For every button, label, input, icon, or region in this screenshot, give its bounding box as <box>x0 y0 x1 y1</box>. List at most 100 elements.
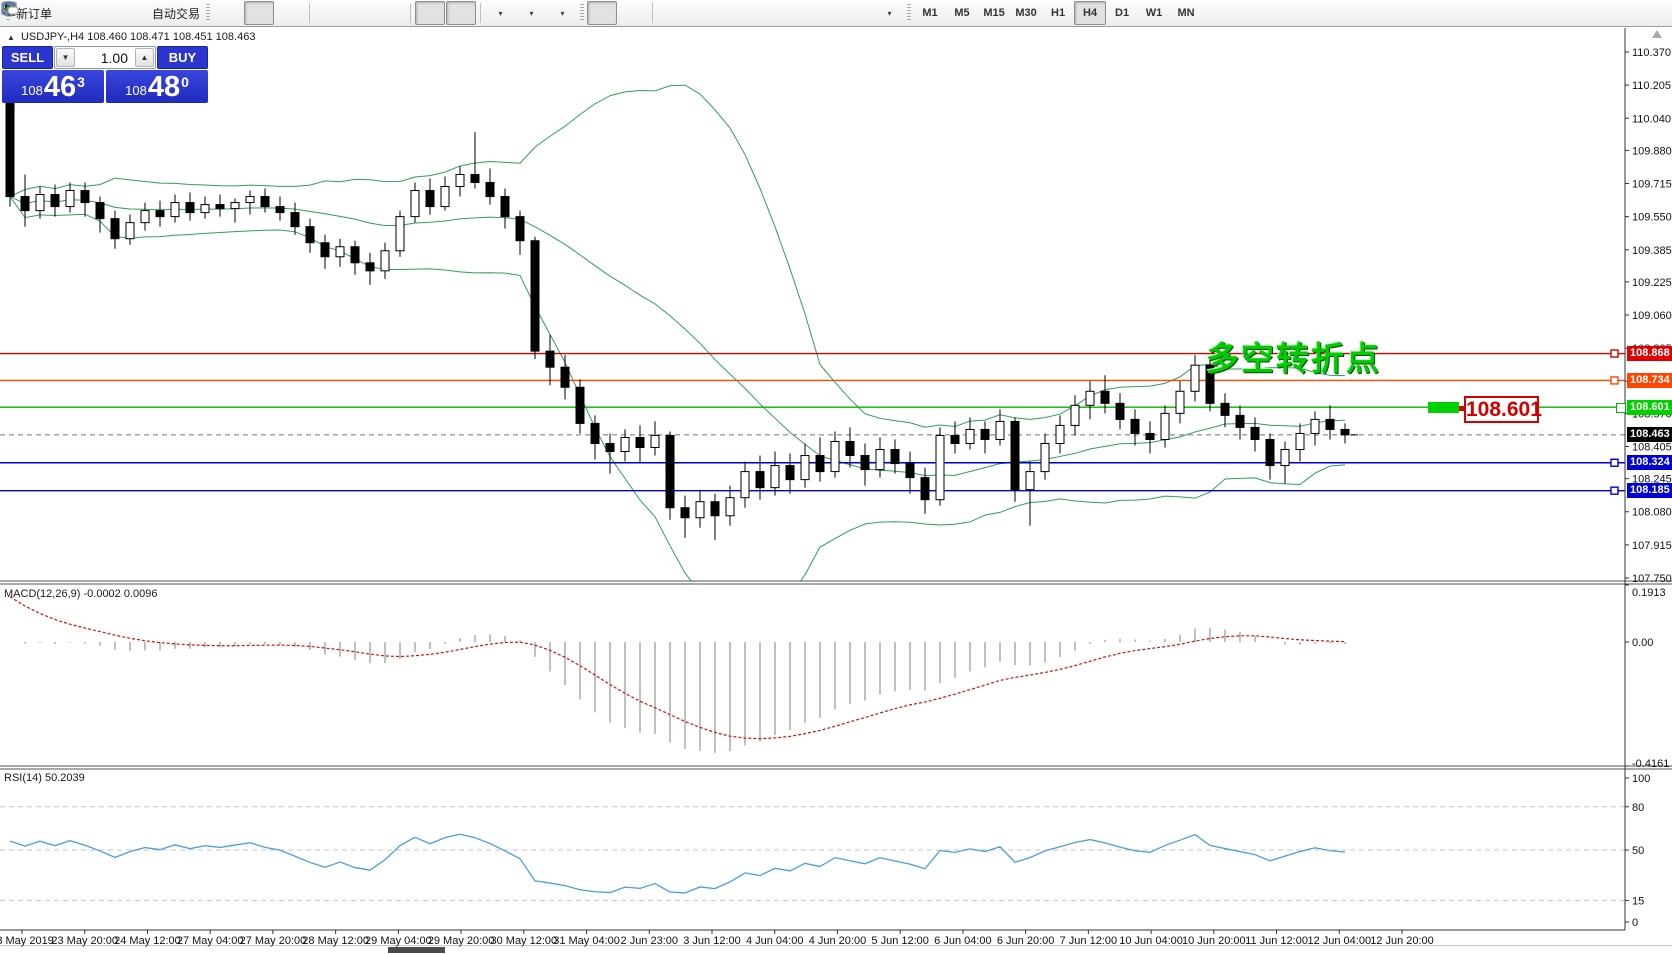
svg-text:6 Jun 20:00: 6 Jun 20:00 <box>997 935 1055 947</box>
green-marker-rectangle[interactable] <box>1428 402 1459 413</box>
auto-scroll-button[interactable] <box>2 1 446 25</box>
sell-price[interactable]: 108 46 3 <box>2 70 104 103</box>
new-order-label: 新订单 <box>16 6 53 21</box>
toolbar-grip[interactable] <box>907 4 912 22</box>
volume-increase-button[interactable]: ▲ <box>135 48 154 67</box>
svg-text:5 Jun 12:00: 5 Jun 12:00 <box>871 935 929 947</box>
svg-text:109.880: 109.880 <box>1632 145 1672 157</box>
horizontal-line-button[interactable] <box>2 1 718 25</box>
crosshair-button[interactable] <box>2 1 648 25</box>
chart-annotation-text[interactable]: 多空转折点 <box>1206 340 1381 377</box>
svg-text:0.1913: 0.1913 <box>1632 587 1666 599</box>
level-line-anchor[interactable] <box>1616 403 1626 413</box>
svg-text:15: 15 <box>1632 895 1644 907</box>
symbol-name: USDJPY-,H4 <box>20 31 85 43</box>
chat-button[interactable] <box>1 1 1668 25</box>
timeframe-h4[interactable]: H4 <box>1074 1 1107 25</box>
timeframe-m1[interactable]: M1 <box>922 7 938 19</box>
chevron-down-icon: ▾ <box>560 8 565 18</box>
buy-price-pip: 0 <box>181 74 189 90</box>
svg-text:3 Jun 12:00: 3 Jun 12:00 <box>683 935 741 947</box>
chart-profiles-button[interactable] <box>2 1 86 25</box>
scrollbar-thumb[interactable] <box>388 947 445 953</box>
price-badge-108.601: 108.601 <box>1627 399 1672 415</box>
svg-text:0.00: 0.00 <box>1632 637 1653 649</box>
price-badge-108.734: 108.734 <box>1627 372 1672 388</box>
buy-price-prefix: 108 <box>125 83 147 98</box>
svg-text:10 Jun 04:00: 10 Jun 04:00 <box>1119 935 1183 947</box>
volume-decrease-button[interactable]: ▼ <box>56 48 75 67</box>
svg-text:11 Jun 12:00: 11 Jun 12:00 <box>1245 935 1308 947</box>
timeframe-m30[interactable]: M30 <box>1015 7 1037 19</box>
price-label-box[interactable]: 108.601 <box>1464 396 1542 423</box>
timeframe-w1[interactable]: W1 <box>1145 7 1163 19</box>
arrows-dropdown[interactable]: ▾ <box>5 1 904 25</box>
periods-dropdown[interactable]: ▾ <box>2 1 546 25</box>
svg-text:109.550: 109.550 <box>1632 212 1672 224</box>
channel-button[interactable]: E <box>1 1 780 25</box>
sell-price-main: 46 <box>43 71 77 103</box>
toolbar-grip[interactable] <box>580 4 585 22</box>
svg-text:80: 80 <box>1632 802 1644 814</box>
tile-windows-button[interactable] <box>3 1 406 25</box>
chart-candles-button[interactable] <box>3 1 275 25</box>
sell-button[interactable]: SELL <box>2 46 53 69</box>
market-watch-button[interactable] <box>3 1 117 25</box>
text-label-button[interactable]: T <box>2 1 873 25</box>
symbol-ohlc: 108.460 108.471 108.451 108.463 <box>87 31 256 43</box>
chart-bars-button[interactable] <box>3 1 243 25</box>
price-box-anchor <box>1459 406 1464 411</box>
timeframe-mn[interactable]: MN <box>1177 7 1195 19</box>
svg-text:28 May 12:00: 28 May 12:00 <box>302 935 369 947</box>
chart-shift-button[interactable] <box>2 1 477 25</box>
chevron-down-icon: ▾ <box>529 8 534 18</box>
autotrading-button[interactable]: 自动交易 <box>1 1 203 25</box>
zoom-in-button[interactable] <box>2 1 344 25</box>
svg-text:110.370: 110.370 <box>1632 47 1671 59</box>
svg-text:109.225: 109.225 <box>1632 277 1672 289</box>
svg-text:0: 0 <box>1632 917 1638 929</box>
signals-button[interactable] <box>1 1 148 25</box>
toolbar: 新订单 自动交易 <box>0 0 1672 27</box>
svg-text:109.060: 109.060 <box>1632 310 1672 322</box>
axes: 110.370 110.205 110.040 109.880 109.715 109.5… <box>0 28 1672 947</box>
timeframe-bar: M1 M5 M15 M30 H1 H4 D1 W1 MN <box>914 1 1202 25</box>
svg-text:27 May 20:00: 27 May 20:00 <box>240 935 307 947</box>
chevron-down-icon: ▾ <box>887 8 892 18</box>
svg-text:107.915: 107.915 <box>1632 540 1672 552</box>
svg-text:108.245: 108.245 <box>1632 474 1672 486</box>
svg-text:29 May 04:00: 29 May 04:00 <box>365 935 432 947</box>
svg-text:108.080: 108.080 <box>1632 507 1672 519</box>
svg-text:110.040: 110.040 <box>1632 113 1671 125</box>
rsi-pane <box>0 806 1625 901</box>
timeframe-h1[interactable]: H1 <box>1051 7 1066 19</box>
zoom-out-button[interactable] <box>2 1 375 25</box>
svg-text:12 Jun 04:00: 12 Jun 04:00 <box>1307 935 1371 947</box>
search-button[interactable] <box>2 1 1638 25</box>
svg-text:4 Jun 04:00: 4 Jun 04:00 <box>746 935 804 947</box>
volume-value[interactable]: 1.00 <box>100 49 128 66</box>
toolbar-grip[interactable] <box>206 4 211 22</box>
rsi-label: RSI(14) 50.2039 <box>4 772 85 784</box>
buy-price[interactable]: 108 48 0 <box>106 70 208 103</box>
svg-text:110.205: 110.205 <box>1632 80 1671 92</box>
timeframe-d1[interactable]: D1 <box>1115 7 1130 19</box>
buy-button[interactable]: BUY <box>157 46 208 69</box>
templates-dropdown[interactable]: ▾ <box>1 1 577 25</box>
svg-text:4 Jun 20:00: 4 Jun 20:00 <box>809 935 867 947</box>
sell-price-pip: 3 <box>77 74 85 90</box>
horizontal-scrollbar[interactable] <box>0 945 1672 946</box>
timeframe-m15[interactable]: M15 <box>983 7 1005 19</box>
symbol-collapse-icon[interactable]: ▲ <box>7 33 15 42</box>
svg-text:23 May 20:00: 23 May 20:00 <box>51 935 118 947</box>
trendline-button[interactable] <box>2 1 749 25</box>
fibonacci-button[interactable]: F <box>2 1 811 25</box>
chart-line-button[interactable] <box>1 1 305 25</box>
timeframe-m5[interactable]: M5 <box>954 7 970 19</box>
vertical-line-button[interactable] <box>8 1 687 25</box>
indicators-dropdown[interactable]: ▾ <box>2 1 515 25</box>
text-button[interactable]: A <box>5 1 842 25</box>
cursor-button[interactable] <box>5 1 618 25</box>
